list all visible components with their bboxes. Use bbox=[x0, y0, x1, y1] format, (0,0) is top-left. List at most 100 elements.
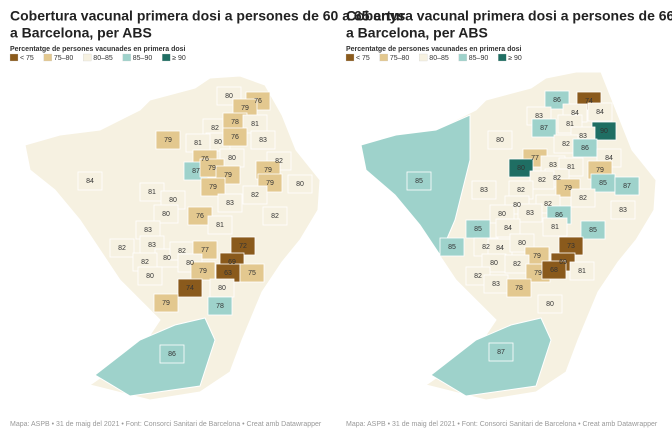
district-label: 79 bbox=[241, 105, 249, 112]
district-label: 79 bbox=[164, 137, 172, 144]
district-label: 83 bbox=[259, 137, 267, 144]
district bbox=[542, 217, 568, 237]
map-title: a Barcelona, per ABS bbox=[10, 25, 152, 41]
district-label: 83 bbox=[526, 210, 534, 217]
district bbox=[506, 278, 532, 298]
legend-title: Percentatge de persones vacunades en pri… bbox=[10, 46, 186, 53]
district bbox=[217, 193, 243, 213]
district-label: 79 bbox=[266, 180, 274, 187]
legend-label: 75–80 bbox=[54, 55, 74, 62]
district-label: 81 bbox=[567, 164, 575, 171]
district-label: 83 bbox=[144, 227, 152, 234]
district bbox=[153, 293, 179, 313]
district-label: 86 bbox=[553, 97, 561, 104]
district-label: 84 bbox=[596, 109, 604, 116]
district-label: 80 bbox=[218, 285, 226, 292]
district-label: 87 bbox=[192, 168, 200, 175]
district-label: 74 bbox=[585, 98, 593, 105]
legend-label: 85–90 bbox=[469, 55, 489, 62]
district-label: 81 bbox=[551, 224, 559, 231]
district-label: 63 bbox=[224, 270, 232, 277]
district-label: 82 bbox=[562, 141, 570, 148]
legend-swatch bbox=[9, 53, 19, 62]
district-label: 80 bbox=[186, 260, 194, 267]
district-label: 72 bbox=[239, 243, 247, 250]
map-title: a Barcelona, per ABS bbox=[346, 25, 488, 41]
district-label: 86 bbox=[168, 351, 176, 358]
district bbox=[287, 174, 313, 194]
district bbox=[439, 237, 465, 257]
district-label: 80 bbox=[496, 137, 504, 144]
district bbox=[239, 263, 265, 283]
footer: Mapa: ASPB • 31 de maig del 2021 • Font:… bbox=[10, 421, 322, 428]
district-label: 87 bbox=[540, 125, 548, 132]
district-label: 82 bbox=[178, 248, 186, 255]
district-label: 79 bbox=[596, 167, 604, 174]
district-label: 76 bbox=[231, 134, 239, 141]
district-label: 81 bbox=[251, 121, 259, 128]
district-label: 80 bbox=[162, 211, 170, 218]
district-label: 82 bbox=[538, 177, 546, 184]
district-label: 83 bbox=[535, 113, 543, 120]
district bbox=[159, 344, 185, 364]
district-label: 85 bbox=[415, 178, 423, 185]
district-label: 68 bbox=[550, 267, 558, 274]
district-label: 86 bbox=[555, 212, 563, 219]
city-outline bbox=[24, 75, 321, 401]
district-label: 83 bbox=[549, 162, 557, 169]
legend-swatch bbox=[498, 53, 507, 62]
district-label: 79 bbox=[199, 268, 207, 275]
district bbox=[200, 177, 226, 197]
district-label: 79 bbox=[564, 185, 572, 192]
district-label: 80 bbox=[498, 211, 506, 218]
legend-title: Percentatge de persones vacunades en pri… bbox=[346, 46, 522, 53]
district-label: 80 bbox=[518, 240, 526, 247]
district-label: 76 bbox=[201, 156, 209, 163]
legend-swatch bbox=[419, 53, 428, 62]
district-label: 80 bbox=[517, 165, 525, 172]
district-label: 84 bbox=[496, 245, 504, 252]
district-label: 80 bbox=[228, 155, 236, 162]
district bbox=[529, 170, 555, 190]
district-label: 79 bbox=[534, 270, 542, 277]
district bbox=[471, 180, 497, 200]
legend-swatch bbox=[83, 53, 92, 62]
legend-swatch bbox=[458, 53, 467, 62]
district-label: 87 bbox=[497, 349, 505, 356]
district bbox=[109, 238, 135, 258]
district bbox=[207, 215, 233, 235]
district-label: 85 bbox=[589, 227, 597, 234]
district-label: 81 bbox=[216, 222, 224, 229]
district-label: 73 bbox=[567, 243, 575, 250]
district-label: 90 bbox=[600, 128, 608, 135]
footer: Mapa: ASPB • 31 de maig del 2021 • Font:… bbox=[346, 421, 658, 428]
district bbox=[487, 130, 513, 150]
district bbox=[531, 118, 557, 138]
legend-swatch bbox=[162, 53, 171, 62]
district bbox=[207, 296, 233, 316]
district-label: 82 bbox=[275, 158, 283, 165]
district-label: 80 bbox=[214, 139, 222, 146]
district bbox=[569, 261, 595, 281]
legend-label: ≥ 90 bbox=[172, 55, 186, 62]
legend-label: ≥ 90 bbox=[508, 55, 522, 62]
district bbox=[190, 261, 216, 281]
district bbox=[406, 171, 432, 191]
district bbox=[541, 260, 567, 280]
district-label: 80 bbox=[225, 93, 233, 100]
district bbox=[262, 206, 288, 226]
legend-label: 75–80 bbox=[390, 55, 410, 62]
district-label: 80 bbox=[490, 260, 498, 267]
district-label: 82 bbox=[141, 259, 149, 266]
district-label: 76 bbox=[196, 213, 204, 220]
district-label: 83 bbox=[619, 207, 627, 214]
district-label: 82 bbox=[251, 192, 259, 199]
district-label: 78 bbox=[515, 285, 523, 292]
district-label: 86 bbox=[581, 145, 589, 152]
district bbox=[572, 138, 598, 158]
district-label: 69 bbox=[559, 259, 567, 266]
district-label: 82 bbox=[118, 245, 126, 252]
district-label: 69 bbox=[228, 259, 236, 266]
